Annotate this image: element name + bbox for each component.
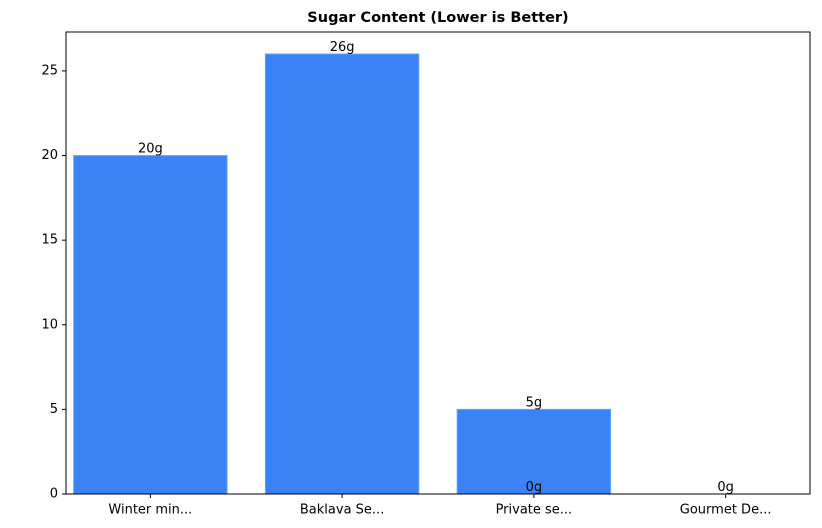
value-label: 0g [717, 480, 734, 495]
bar [73, 155, 228, 495]
y-tick-label: 0 [50, 487, 58, 502]
y-tick-label: 20 [41, 148, 58, 163]
y-tick-label: 10 [41, 317, 58, 332]
value-label: 26g [330, 40, 355, 55]
value-label: 0g [526, 480, 543, 495]
x-tick-label: Private se... [496, 503, 573, 518]
value-label: 20g [138, 142, 163, 157]
bar [264, 53, 420, 495]
y-tick-label: 15 [41, 233, 58, 248]
x-tick-label: Winter min... [108, 503, 192, 518]
x-tick-label: Baklava Se... [300, 503, 384, 518]
y-tick-label: 25 [41, 63, 58, 78]
chart-title: Sugar Content (Lower is Better) [307, 10, 568, 26]
plot-frame [65, 31, 811, 495]
value-label: 5g [526, 395, 543, 410]
bar [456, 408, 612, 495]
x-tick-label: Gourmet De... [680, 503, 772, 518]
y-tick-label: 5 [50, 402, 58, 417]
